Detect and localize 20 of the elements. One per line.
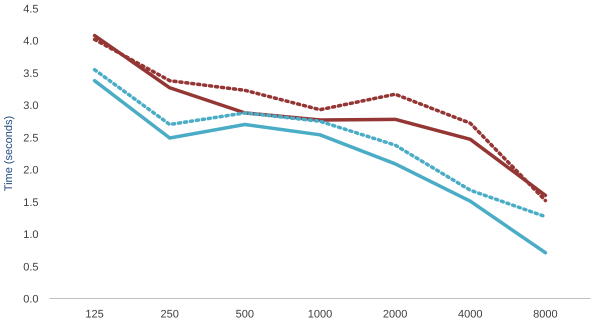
- x-tick-label: 2000: [382, 308, 408, 320]
- y-tick-label: 0.5: [23, 261, 39, 274]
- y-tick-label: 3.5: [23, 68, 39, 80]
- x-tick-label: 250: [160, 308, 179, 320]
- y-axis-title: Time (seconds): [3, 116, 16, 192]
- y-tick-label: 0.0: [23, 294, 39, 306]
- y-tick-label: 4.0: [23, 36, 39, 48]
- line-series: [92, 68, 548, 218]
- x-tick-label: 500: [236, 308, 254, 320]
- y-tick-label: 1.5: [23, 196, 39, 209]
- y-tick-label: 4.5: [23, 4, 39, 16]
- x-tick-label: 125: [85, 308, 104, 320]
- y-tick-label: 3.0: [23, 100, 39, 112]
- x-tick-label: 8000: [533, 308, 558, 320]
- y-tick-label: 2.5: [23, 132, 39, 144]
- x-tick-label: 4000: [458, 308, 483, 320]
- line-series: [92, 78, 548, 254]
- y-tick-label: 1.0: [23, 229, 39, 242]
- x-tick-label: 1000: [308, 308, 332, 320]
- y-tick-label: 2.0: [23, 164, 39, 177]
